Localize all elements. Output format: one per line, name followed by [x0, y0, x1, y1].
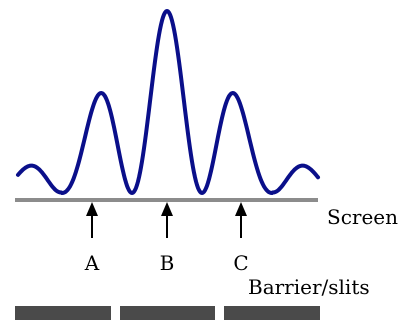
barrier-segment-middle [120, 306, 215, 320]
position-label-b: B [160, 251, 175, 275]
barrier-segment-left [15, 306, 111, 320]
arrow-a [86, 202, 98, 238]
barrier-label: Barrier/slits [248, 275, 370, 299]
screen-label: Screen [327, 205, 398, 229]
barrier-segment-right [224, 306, 320, 320]
arrow-b [161, 202, 173, 238]
interference-pattern-curve [16, 9, 320, 195]
arrow-c [235, 202, 247, 238]
position-label-c: C [233, 251, 248, 275]
position-label-a: A [84, 251, 100, 275]
